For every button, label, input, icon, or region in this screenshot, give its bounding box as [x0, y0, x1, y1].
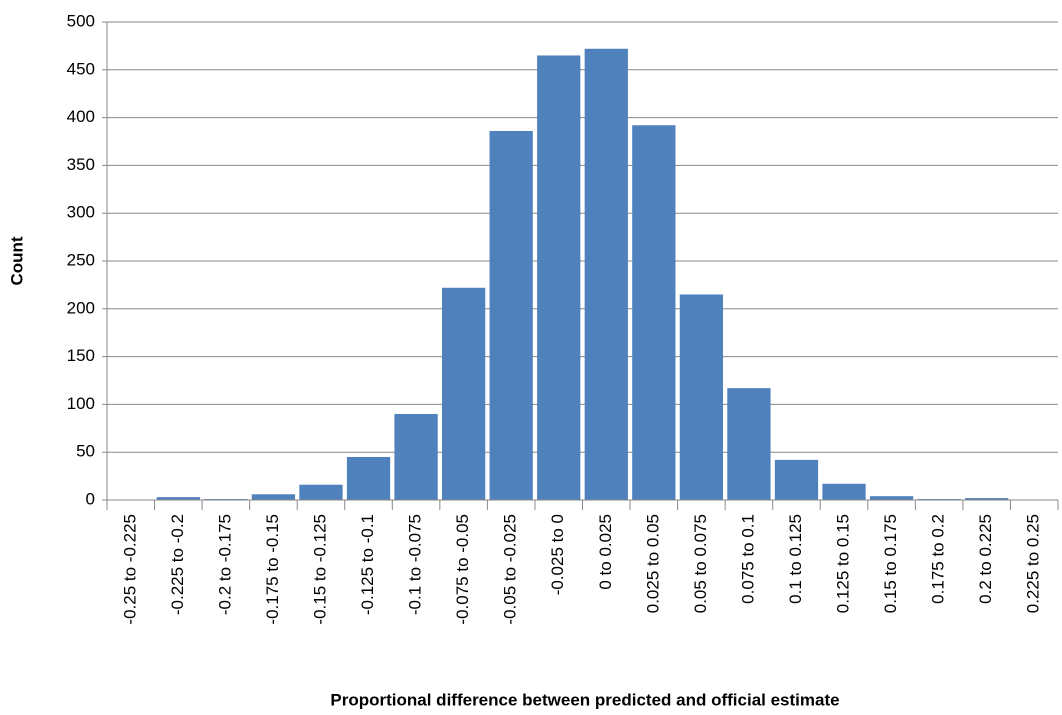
x-tick-label: -0.025 to 0 [548, 514, 567, 595]
bar [632, 125, 676, 501]
x-tick-label: -0.2 to -0.175 [215, 514, 234, 615]
bar [394, 413, 438, 500]
bar [679, 294, 724, 500]
y-tick-label: 200 [67, 298, 95, 317]
y-axis-title: Count [7, 236, 26, 285]
bar [965, 498, 1009, 500]
x-tick-label: 0.2 to 0.225 [976, 514, 995, 604]
y-tick-label: 250 [67, 250, 95, 269]
bar [251, 494, 296, 500]
x-tick-label: -0.05 to -0.025 [501, 514, 520, 625]
bar [299, 484, 343, 500]
bar [774, 459, 819, 500]
y-tick-label: 350 [67, 155, 95, 174]
x-tick-label: -0.25 to -0.225 [120, 514, 139, 625]
bar [441, 287, 486, 500]
x-tick-label: 0.15 to 0.175 [881, 514, 900, 613]
bar [584, 48, 628, 500]
x-tick-label: 0.05 to 0.075 [691, 514, 710, 613]
bar [156, 497, 200, 500]
x-axis-title: Proportional difference between predicte… [330, 690, 839, 709]
y-tick-label: 150 [67, 346, 95, 365]
x-tick-label: 0.125 to 0.15 [834, 514, 853, 613]
x-tick-label: 0 to 0.025 [596, 514, 615, 590]
y-tick-label: 400 [67, 107, 95, 126]
y-tick-label: 100 [67, 394, 95, 413]
x-tick-label: 0.225 to 0.25 [1024, 514, 1043, 613]
bar [727, 388, 771, 500]
y-tick-label: 0 [86, 489, 95, 508]
bar [537, 55, 581, 501]
bar [869, 496, 914, 500]
x-tick-label: 0.075 to 0.1 [738, 514, 757, 604]
y-tick-label: 300 [67, 203, 95, 222]
y-tick-label: 500 [67, 11, 95, 30]
x-tick-label: -0.075 to -0.05 [453, 514, 472, 625]
bar [489, 130, 533, 500]
x-tick-label: -0.15 to -0.125 [310, 514, 329, 625]
x-tick-label: -0.225 to -0.2 [168, 514, 187, 615]
y-tick-label: 50 [76, 442, 95, 461]
x-tick-label: 0.175 to 0.2 [929, 514, 948, 604]
x-tick-label: 0.025 to 0.05 [643, 514, 662, 613]
x-tick-label: -0.175 to -0.15 [263, 514, 282, 625]
x-tick-label: -0.125 to -0.1 [358, 514, 377, 615]
x-tick-label: -0.1 to -0.075 [406, 514, 425, 615]
bar [346, 456, 391, 500]
bar [822, 483, 866, 500]
y-tick-label: 450 [67, 59, 95, 78]
x-tick-label: 0.1 to 0.125 [786, 514, 805, 604]
